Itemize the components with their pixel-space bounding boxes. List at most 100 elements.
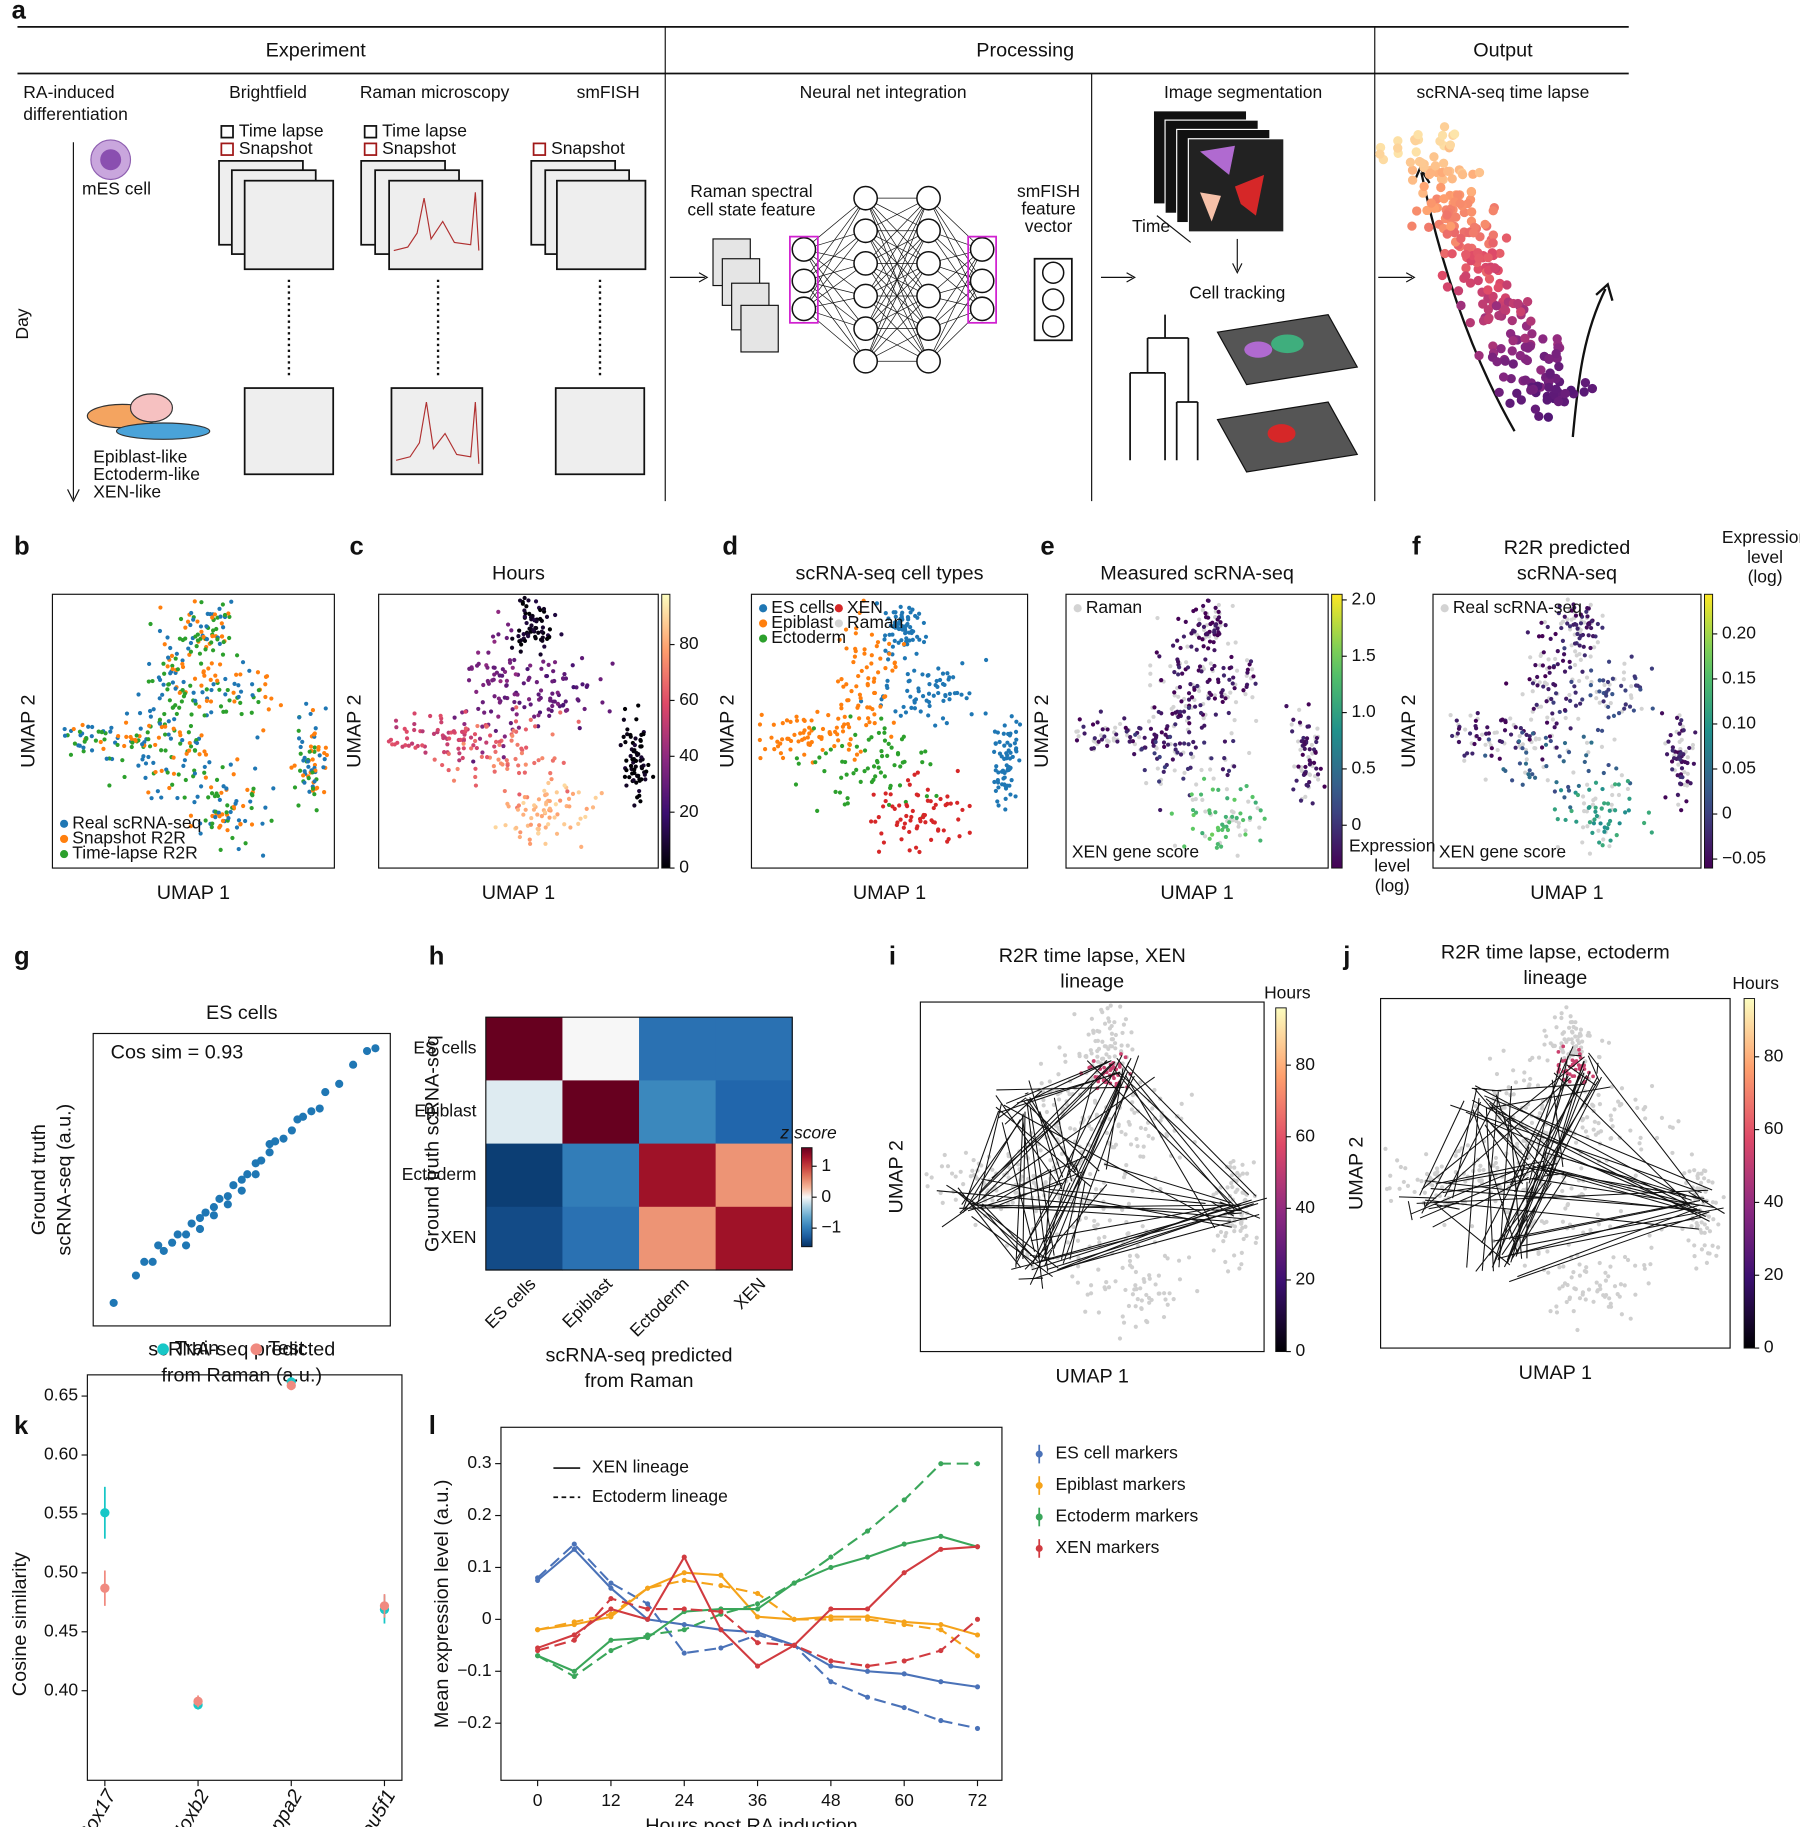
umap-point xyxy=(1606,659,1612,664)
umap-point xyxy=(1593,1132,1598,1137)
umap-point xyxy=(1228,690,1233,695)
colorbar-tick-label: 1.5 xyxy=(1351,645,1375,665)
umap-point xyxy=(1182,770,1187,775)
umap-point xyxy=(1678,751,1683,756)
umap-point xyxy=(994,764,999,769)
umap-point xyxy=(1292,764,1297,769)
umap-point xyxy=(1215,1233,1220,1238)
umap-point xyxy=(780,737,785,742)
legend-label: Train xyxy=(175,1337,219,1359)
umap-point xyxy=(536,724,541,729)
trajectory-line xyxy=(1219,1201,1261,1219)
umap-point xyxy=(178,733,183,738)
umap-point xyxy=(1687,1169,1692,1174)
chart-title: scRNA-seq xyxy=(1517,563,1617,585)
umap-point xyxy=(523,807,528,812)
trajectory-line xyxy=(1028,1060,1112,1102)
umap-point xyxy=(1668,733,1673,738)
umap-point xyxy=(1182,844,1187,849)
umap-point xyxy=(1096,1267,1101,1272)
umap-point xyxy=(929,837,934,842)
umap-point xyxy=(1148,663,1153,668)
umap-point xyxy=(1102,1021,1108,1026)
umap-point xyxy=(1524,757,1529,762)
umap-point xyxy=(920,672,925,677)
umap-point xyxy=(1702,1243,1707,1248)
umap-point xyxy=(993,741,998,746)
umap-point xyxy=(1619,683,1624,688)
umap-point xyxy=(1633,683,1639,688)
umap-point xyxy=(1089,746,1094,751)
umap-point xyxy=(122,743,127,749)
umap-point xyxy=(1133,1324,1138,1329)
umap-point xyxy=(1562,740,1568,746)
umap-point xyxy=(238,822,243,827)
y-axis-label: Mean expression level (a.u.) xyxy=(431,1479,453,1728)
annotation: XEN gene score xyxy=(1439,842,1566,862)
umap-point xyxy=(209,687,214,693)
umap-point xyxy=(1180,671,1185,676)
dot xyxy=(1407,175,1418,185)
point xyxy=(901,1671,907,1677)
umap-point xyxy=(990,1167,995,1172)
umap-point xyxy=(178,741,183,746)
trajectory-line xyxy=(991,1171,1083,1209)
x-axis-label: UMAP 1 xyxy=(482,882,555,904)
umap-point xyxy=(584,806,589,811)
umap-point xyxy=(238,700,243,705)
umap-point xyxy=(1561,1264,1566,1269)
umap-point xyxy=(854,767,859,772)
umap-point xyxy=(1529,717,1534,722)
umap-point xyxy=(1207,836,1212,841)
umap-point xyxy=(468,735,474,740)
dot xyxy=(1484,313,1494,323)
umap-point xyxy=(1568,665,1573,670)
umap-point xyxy=(879,754,885,759)
trajectory-line xyxy=(1485,1106,1494,1272)
umap-point xyxy=(1584,809,1590,814)
umap-point xyxy=(491,764,496,769)
umap-point xyxy=(1181,709,1187,714)
umap-point xyxy=(1090,1076,1095,1081)
net-node xyxy=(1041,315,1065,338)
umap-point xyxy=(188,649,194,654)
umap-point xyxy=(883,611,888,616)
umap-point xyxy=(510,707,515,712)
umap-point xyxy=(1002,743,1007,748)
umap-point xyxy=(1203,809,1208,814)
umap-point xyxy=(1183,619,1188,624)
umap-point xyxy=(565,789,570,794)
net-edge xyxy=(865,230,929,362)
umap-point xyxy=(546,635,552,640)
dot xyxy=(1560,388,1570,399)
umap-point xyxy=(1232,797,1237,802)
umap-point xyxy=(1162,1291,1167,1296)
umap-point xyxy=(305,759,311,764)
umap-point xyxy=(501,755,506,760)
umap-point xyxy=(1570,1074,1575,1078)
umap-point xyxy=(302,780,307,785)
umap-point xyxy=(955,768,960,774)
umap-point xyxy=(1520,730,1525,735)
net-edge xyxy=(865,198,929,329)
umap-point xyxy=(1232,1228,1237,1234)
umap-point xyxy=(899,837,904,842)
umap-point xyxy=(1211,1248,1216,1253)
umap-point xyxy=(496,632,501,637)
umap-point xyxy=(1625,786,1631,792)
umap-point xyxy=(869,661,874,666)
umap-point xyxy=(853,646,858,651)
umap-point xyxy=(1237,1173,1242,1178)
dot xyxy=(1522,355,1533,366)
umap-point xyxy=(843,627,849,632)
umap-point xyxy=(136,763,141,768)
point xyxy=(209,1211,218,1220)
umap-point xyxy=(1623,810,1628,815)
trajectory-line xyxy=(1509,1115,1523,1259)
umap-point xyxy=(1081,724,1086,729)
umap-point xyxy=(168,736,174,741)
umap-point xyxy=(563,699,568,704)
umap-point xyxy=(900,623,905,629)
colorbar-tick-label: 80 xyxy=(1764,1045,1784,1065)
umap-point xyxy=(226,611,231,616)
